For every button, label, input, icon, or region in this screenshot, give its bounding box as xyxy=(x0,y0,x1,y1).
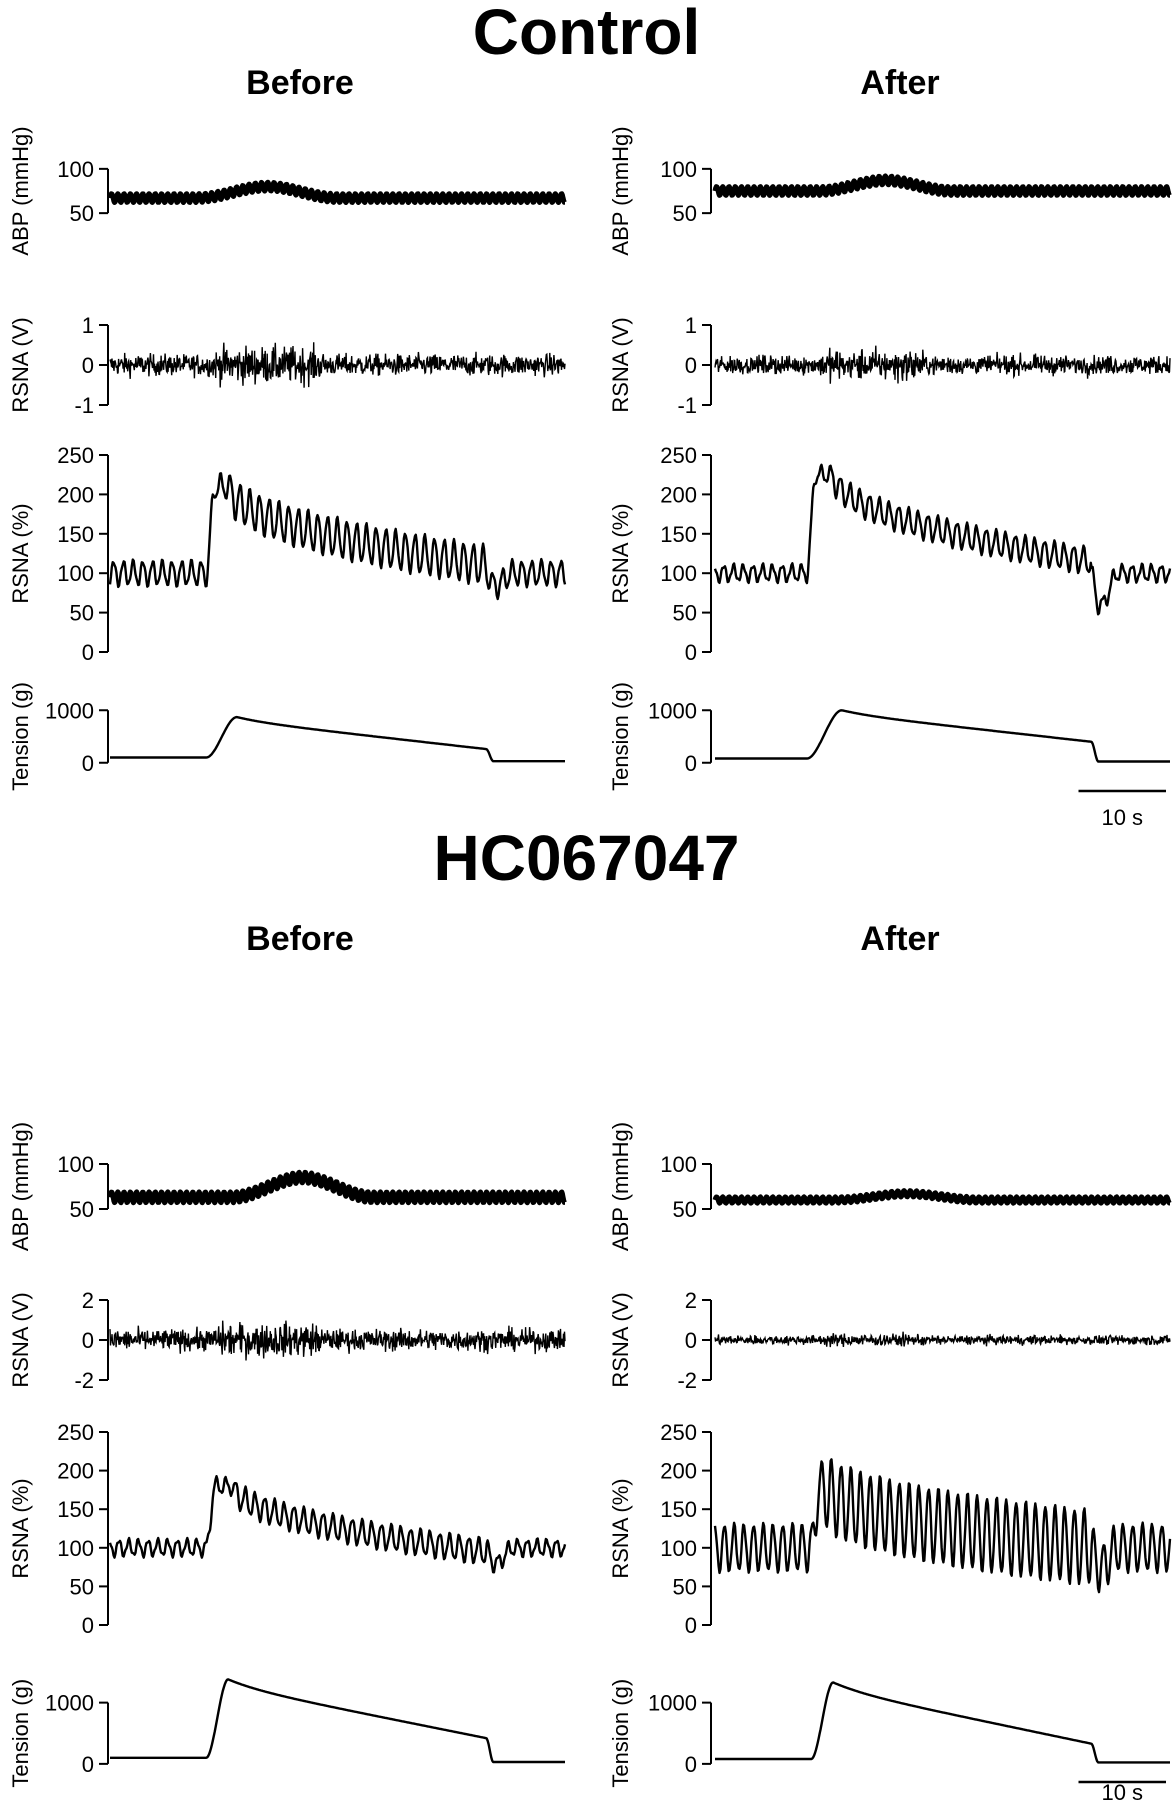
y-tick-label-rsna-pct-hc-after: 250 xyxy=(660,1420,697,1445)
y-axis-label-rsna-pct-control-before: RSNA (%) xyxy=(8,503,33,603)
y-tick-label-rsna-pct-hc-before: 100 xyxy=(57,1536,94,1561)
y-tick-label-abp-hc-before: 100 xyxy=(57,1152,94,1177)
y-tick-label-rsna-v-hc-after: 0 xyxy=(685,1328,697,1353)
y-tick-label-rsna-pct-control-before: 150 xyxy=(57,522,94,547)
y-axis-label-abp-hc-before: ABP (mmHg) xyxy=(8,1122,33,1251)
y-tick-label-rsna-v-hc-before: -2 xyxy=(74,1368,94,1393)
y-axis-label-tension-hc-after: Tension (g) xyxy=(608,1679,633,1788)
trace-rsna-pct-control-after xyxy=(713,463,1172,616)
y-tick-label-rsna-pct-control-before: 0 xyxy=(82,640,94,665)
y-axis-label-tension-hc-before: Tension (g) xyxy=(8,1679,33,1788)
scale-bar-label-hc: 10 s xyxy=(1101,1780,1143,1800)
y-tick-label-rsna-pct-hc-before: 50 xyxy=(70,1574,94,1599)
scale-bar-label-control: 10 s xyxy=(1101,805,1143,830)
y-tick-label-rsna-v-hc-after: -2 xyxy=(677,1368,697,1393)
y-axis-label-abp-hc-after: ABP (mmHg) xyxy=(608,1122,633,1251)
trace-abp-hc-before xyxy=(107,1169,567,1206)
y-tick-label-rsna-pct-hc-after: 200 xyxy=(660,1459,697,1484)
y-tick-label-abp-control-after: 100 xyxy=(660,157,697,182)
y-tick-label-rsna-pct-hc-before: 250 xyxy=(57,1420,94,1445)
y-tick-label-abp-hc-after: 50 xyxy=(673,1197,697,1222)
trace-rsna-pct-control-before xyxy=(108,472,567,601)
trace-rsna-pct-hc-before xyxy=(108,1475,567,1574)
y-tick-label-tension-control-before: 1000 xyxy=(45,698,94,723)
y-tick-label-rsna-v-control-after: -1 xyxy=(677,393,697,418)
y-tick-label-tension-control-after: 0 xyxy=(685,751,697,776)
y-axis-label-abp-control-after: ABP (mmHg) xyxy=(608,126,633,255)
y-axis-label-tension-control-before: Tension (g) xyxy=(8,682,33,791)
column-title-control-after: After xyxy=(860,64,940,102)
trace-rsna-v-control-after xyxy=(714,345,1171,384)
trace-abp-hc-after xyxy=(712,1188,1172,1206)
trace-rsna-v-control-before xyxy=(109,342,566,388)
y-tick-label-tension-hc-after: 1000 xyxy=(648,1691,697,1716)
column-title-hc-after: After xyxy=(860,920,940,958)
trace-rsna-v-hc-before xyxy=(109,1320,566,1361)
y-tick-label-rsna-pct-hc-before: 150 xyxy=(57,1497,94,1522)
y-tick-label-rsna-pct-hc-after: 150 xyxy=(660,1497,697,1522)
y-axis-label-rsna-pct-hc-after: RSNA (%) xyxy=(608,1478,633,1578)
y-tick-label-rsna-pct-hc-after: 100 xyxy=(660,1536,697,1561)
y-tick-label-rsna-v-hc-after: 2 xyxy=(685,1288,697,1313)
group-title-hc067047: HC067047 xyxy=(433,822,740,894)
y-tick-label-rsna-pct-hc-before: 0 xyxy=(82,1613,94,1638)
trace-tension-control-after xyxy=(714,709,1171,763)
trace-tension-control-before xyxy=(109,715,566,763)
y-tick-label-rsna-pct-control-after: 150 xyxy=(660,522,697,547)
trace-tension-hc-after xyxy=(714,1681,1171,1764)
y-tick-label-tension-hc-before: 0 xyxy=(82,1752,94,1777)
y-axis-label-tension-control-after: Tension (g) xyxy=(608,682,633,791)
trace-rsna-v-hc-after xyxy=(714,1331,1171,1348)
y-tick-label-tension-hc-before: 1000 xyxy=(45,1691,94,1716)
y-tick-label-rsna-v-hc-before: 0 xyxy=(82,1328,94,1353)
y-tick-label-rsna-pct-control-after: 50 xyxy=(673,601,697,626)
y-tick-label-rsna-v-control-after: 0 xyxy=(685,353,697,378)
trace-tension-hc-before xyxy=(109,1678,566,1764)
group-title-control: Control xyxy=(472,0,701,68)
column-title-hc-before: Before xyxy=(246,920,354,958)
y-tick-label-rsna-pct-control-after: 250 xyxy=(660,443,697,468)
y-axis-label-rsna-v-hc-before: RSNA (V) xyxy=(8,1292,33,1387)
y-tick-label-rsna-pct-control-before: 200 xyxy=(57,482,94,507)
y-axis-label-rsna-v-hc-after: RSNA (V) xyxy=(608,1292,633,1387)
y-tick-label-rsna-v-control-after: 1 xyxy=(685,313,697,338)
y-tick-label-rsna-v-control-before: 1 xyxy=(82,313,94,338)
trace-abp-control-after xyxy=(712,173,1172,198)
y-tick-label-rsna-pct-hc-after: 50 xyxy=(673,1574,697,1599)
y-tick-label-rsna-v-control-before: 0 xyxy=(82,353,94,378)
y-tick-label-rsna-pct-hc-before: 200 xyxy=(57,1459,94,1484)
y-axis-label-abp-control-before: ABP (mmHg) xyxy=(8,126,33,255)
y-axis-label-rsna-v-control-after: RSNA (V) xyxy=(608,317,633,412)
y-tick-label-rsna-pct-control-before: 100 xyxy=(57,561,94,586)
y-tick-label-rsna-v-control-before: -1 xyxy=(74,393,94,418)
trace-abp-control-before xyxy=(107,179,567,205)
column-title-control-before: Before xyxy=(246,64,354,102)
y-tick-label-rsna-pct-control-before: 250 xyxy=(57,443,94,468)
y-tick-label-tension-control-after: 1000 xyxy=(648,698,697,723)
y-tick-label-abp-control-before: 50 xyxy=(70,201,94,226)
y-tick-label-rsna-pct-control-after: 200 xyxy=(660,482,697,507)
y-axis-label-rsna-pct-hc-before: RSNA (%) xyxy=(8,1478,33,1578)
y-axis-label-rsna-v-control-before: RSNA (V) xyxy=(8,317,33,412)
y-tick-label-abp-control-after: 50 xyxy=(673,201,697,226)
y-tick-label-abp-control-before: 100 xyxy=(57,157,94,182)
y-tick-label-tension-hc-after: 0 xyxy=(685,1752,697,1777)
y-tick-label-abp-hc-before: 50 xyxy=(70,1197,94,1222)
y-tick-label-rsna-pct-control-after: 100 xyxy=(660,561,697,586)
trace-rsna-pct-hc-after xyxy=(713,1458,1172,1594)
y-tick-label-tension-control-before: 0 xyxy=(82,751,94,776)
y-tick-label-rsna-pct-control-before: 50 xyxy=(70,601,94,626)
y-tick-label-rsna-v-hc-before: 2 xyxy=(82,1288,94,1313)
y-tick-label-rsna-pct-hc-after: 0 xyxy=(685,1613,697,1638)
y-tick-label-rsna-pct-control-after: 0 xyxy=(685,640,697,665)
y-axis-label-rsna-pct-control-after: RSNA (%) xyxy=(608,503,633,603)
y-tick-label-abp-hc-after: 100 xyxy=(660,1152,697,1177)
